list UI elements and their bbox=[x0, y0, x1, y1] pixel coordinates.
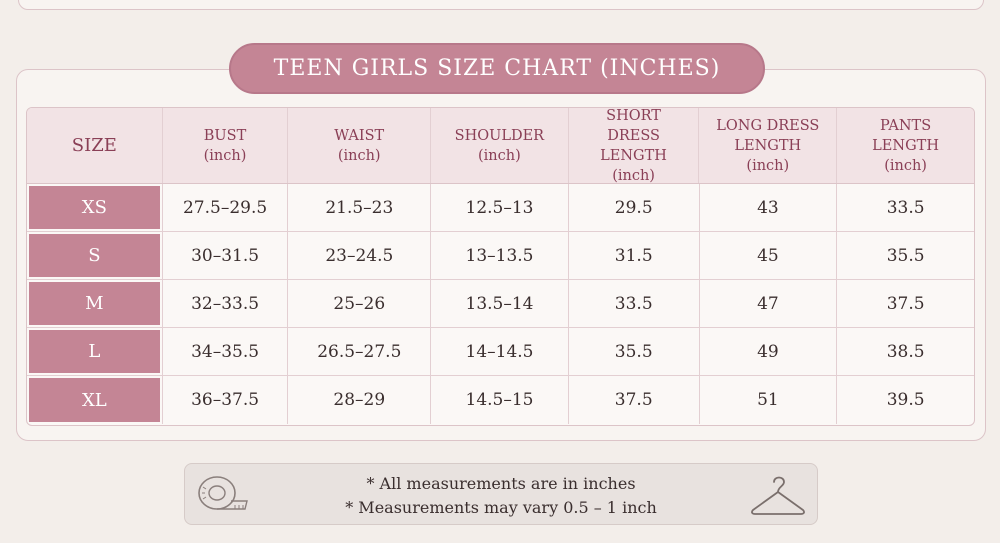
header-waist-label: WAIST bbox=[334, 127, 385, 144]
pants-value: 33.5 bbox=[886, 197, 925, 218]
shoulder-value: 14–14.5 bbox=[431, 328, 569, 375]
header-long-dress: LONG DRESS LENGTH (inch) bbox=[699, 108, 838, 183]
short-dress-value: 37.5 bbox=[569, 376, 700, 424]
table-row: XL 36–37.5 28–29 14.5–15 37.5 51 39.5 bbox=[27, 376, 974, 424]
header-waist: WAIST (inch) bbox=[288, 108, 432, 183]
long-dress-value: 45 bbox=[700, 232, 838, 279]
table-header-row: SIZE BUST (inch) WAIST (inch) SHOULDER (… bbox=[27, 108, 974, 184]
waist-value: 23–24.5 bbox=[288, 232, 432, 279]
size-cell: XS bbox=[27, 184, 163, 231]
shoulder-value: 14.5–15 bbox=[431, 376, 569, 424]
header-long-dress-unit: (inch) bbox=[746, 157, 790, 174]
size-badge: XL bbox=[29, 378, 160, 422]
header-short-dress-unit: (inch) bbox=[612, 167, 655, 184]
bust-value: 36–37.5 bbox=[163, 376, 289, 424]
header-pants: PANTS LENGTH (inch) bbox=[837, 108, 974, 183]
pants-value: 35.5 bbox=[886, 245, 925, 266]
bust-value: 27.5–29.5 bbox=[163, 184, 289, 231]
bust-value: 32–33.5 bbox=[163, 280, 289, 327]
note-line: * All measurements are in inches bbox=[366, 474, 636, 493]
size-badge: L bbox=[29, 330, 160, 373]
shoulder-value: 12.5–13 bbox=[431, 184, 569, 231]
short-dress-value: 29.5 bbox=[569, 184, 700, 231]
top-card-edge bbox=[18, 0, 984, 10]
header-shoulder-label: SHOULDER bbox=[454, 127, 545, 144]
header-size: SIZE bbox=[27, 108, 163, 183]
size-badge: M bbox=[29, 282, 160, 325]
size-cell: M bbox=[27, 280, 163, 327]
header-bust-unit: (inch) bbox=[203, 147, 247, 164]
header-waist-unit: (inch) bbox=[337, 147, 381, 164]
pants-value: 38.5 bbox=[886, 341, 925, 362]
shoulder-value: 13.5–14 bbox=[431, 280, 569, 327]
short-dress-value: 33.5 bbox=[569, 280, 700, 327]
header-bust-label: BUST bbox=[203, 127, 247, 144]
short-dress-value: 31.5 bbox=[569, 232, 700, 279]
long-dress-value: 47 bbox=[700, 280, 838, 327]
long-dress-value: 49 bbox=[700, 328, 838, 375]
pants-value: 39.5 bbox=[886, 390, 925, 410]
notes-text: * All measurements are in inches * Measu… bbox=[185, 472, 817, 520]
table-row: M 32–33.5 25–26 13.5–14 33.5 47 37.5 bbox=[27, 280, 974, 328]
header-size-label: SIZE bbox=[71, 134, 117, 156]
waist-value: 25–26 bbox=[288, 280, 432, 327]
header-shoulder: SHOULDER (inch) bbox=[431, 108, 569, 183]
size-cell: S bbox=[27, 232, 163, 279]
size-badge: S bbox=[29, 234, 160, 277]
header-short-dress-label: SHORT DRESS LENGTH bbox=[600, 107, 667, 164]
header-long-dress-label: LONG DRESS LENGTH bbox=[716, 117, 820, 154]
header-pants-unit: (inch) bbox=[884, 157, 927, 174]
header-shoulder-unit: (inch) bbox=[477, 147, 521, 164]
header-bust: BUST (inch) bbox=[163, 108, 289, 183]
size-cell: L bbox=[27, 328, 163, 375]
waist-value: 28–29 bbox=[288, 376, 432, 424]
header-short-dress: SHORT DRESS LENGTH (inch) bbox=[569, 107, 700, 184]
hanger-icon bbox=[751, 476, 805, 515]
size-badge: XS bbox=[29, 186, 160, 229]
waist-value: 21.5–23 bbox=[288, 184, 432, 231]
bust-value: 30–31.5 bbox=[163, 232, 289, 279]
table-row: XS 27.5–29.5 21.5–23 12.5–13 29.5 43 33.… bbox=[27, 184, 974, 232]
size-cell: XL bbox=[27, 376, 163, 424]
measuring-tape-icon bbox=[198, 476, 248, 510]
shoulder-value: 13–13.5 bbox=[431, 232, 569, 279]
bust-value: 34–35.5 bbox=[163, 328, 289, 375]
size-table: SIZE BUST (inch) WAIST (inch) SHOULDER (… bbox=[26, 107, 975, 426]
notes-box: * All measurements are in inches * Measu… bbox=[184, 463, 818, 525]
note-line: * Measurements may vary 0.5 – 1 inch bbox=[345, 498, 657, 517]
chart-title: TEEN GIRLS SIZE CHART (INCHES) bbox=[229, 43, 765, 94]
long-dress-value: 43 bbox=[700, 184, 838, 231]
pants-value: 37.5 bbox=[886, 293, 925, 314]
table-row: S 30–31.5 23–24.5 13–13.5 31.5 45 35.5 bbox=[27, 232, 974, 280]
long-dress-value: 51 bbox=[700, 376, 838, 424]
table-row: L 34–35.5 26.5–27.5 14–14.5 35.5 49 38.5 bbox=[27, 328, 974, 376]
waist-value: 26.5–27.5 bbox=[288, 328, 432, 375]
header-pants-label: PANTS LENGTH bbox=[872, 117, 939, 154]
short-dress-value: 35.5 bbox=[569, 328, 700, 375]
